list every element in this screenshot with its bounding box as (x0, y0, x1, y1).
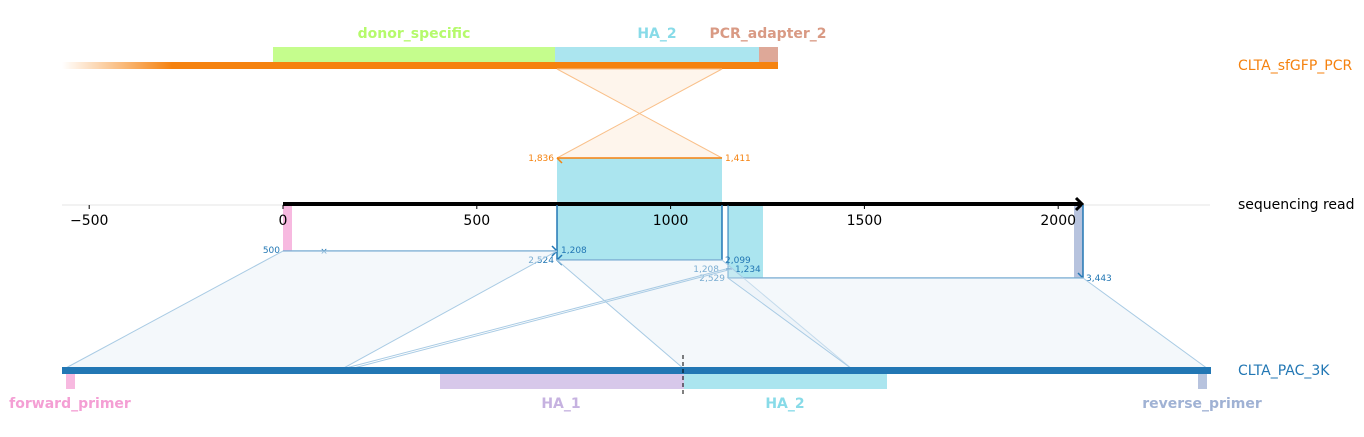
coord-mid-a: 2,099 (725, 256, 751, 266)
axis-tick-label: 2000 (1040, 213, 1076, 229)
top-segment-arrow (556, 157, 563, 164)
bottom-feature-reverse-primer (1198, 374, 1207, 389)
axis-ticks: −500 0 500 1000 1500 2000 (70, 205, 1076, 229)
sequencing-read-arrow (1074, 196, 1085, 212)
segment-4-arrow (1077, 272, 1084, 279)
coord-mid-d: 2,529 (699, 274, 725, 284)
top-feature-label-pcr-adapter-2: PCR_adapter_2 (709, 26, 826, 42)
top-feature-label-donor-specific: donor_specific (358, 26, 471, 42)
top-feature-donor-specific (273, 47, 555, 63)
segment-1-mismatch: × (320, 247, 328, 257)
axis-tick-label: −500 (70, 213, 108, 229)
coord-seg1-end: 1,208 (561, 246, 587, 256)
top-alignment-connector (556, 68, 723, 159)
bottom-feature-label-reverse-primer: reverse_primer (1142, 396, 1262, 412)
bottom-connector-thin-2 (349, 268, 733, 370)
coord-right-end: 3,443 (1086, 274, 1112, 284)
axis-tick-label: 0 (279, 213, 288, 229)
coord-mid-c: 1,234 (735, 265, 761, 275)
read-reverse-primer-block (1074, 206, 1083, 278)
bottom-feature-ha2 (684, 374, 887, 389)
coord-mid-b: 1,208 (693, 265, 719, 275)
read-pink-block (283, 206, 292, 251)
bottom-feature-ha1 (440, 374, 684, 389)
bottom-feature-label-ha2: HA_2 (765, 396, 804, 412)
bottom-feature-forward-primer (66, 374, 75, 389)
coord-top-left: 1,836 (528, 154, 554, 164)
top-feature-label-ha2: HA_2 (637, 26, 676, 42)
axis-tick-label: 1500 (847, 213, 883, 229)
top-sequence-bar-fade (62, 62, 172, 69)
bottom-connector-left (63, 250, 558, 370)
axis-tick-label: 500 (463, 213, 490, 229)
coord-seg2-end: 2,524 (528, 256, 554, 266)
read-sequence-name: sequencing read (1238, 197, 1354, 213)
top-sequence-bar (172, 62, 778, 69)
top-feature-pcr-adapter-2 (759, 47, 778, 63)
bottom-feature-label-forward-primer: forward_primer (9, 396, 131, 412)
read-ha2-block-small (728, 206, 763, 278)
read-ha2-block (557, 158, 722, 260)
bottom-sequence-name: CLTA_PAC_3K (1238, 363, 1330, 379)
axis-tick-label: 1000 (653, 213, 689, 229)
bottom-connector-thin-1 (341, 268, 727, 370)
top-feature-ha2 (555, 47, 759, 63)
bottom-feature-label-ha1: HA_1 (541, 396, 580, 412)
coord-pink-start: 500 (263, 246, 280, 256)
bottom-sequence-bar (62, 367, 1211, 374)
top-sequence-name: CLTA_sfGFP_PCR (1238, 58, 1352, 74)
coord-top-right: 1,411 (725, 154, 751, 164)
